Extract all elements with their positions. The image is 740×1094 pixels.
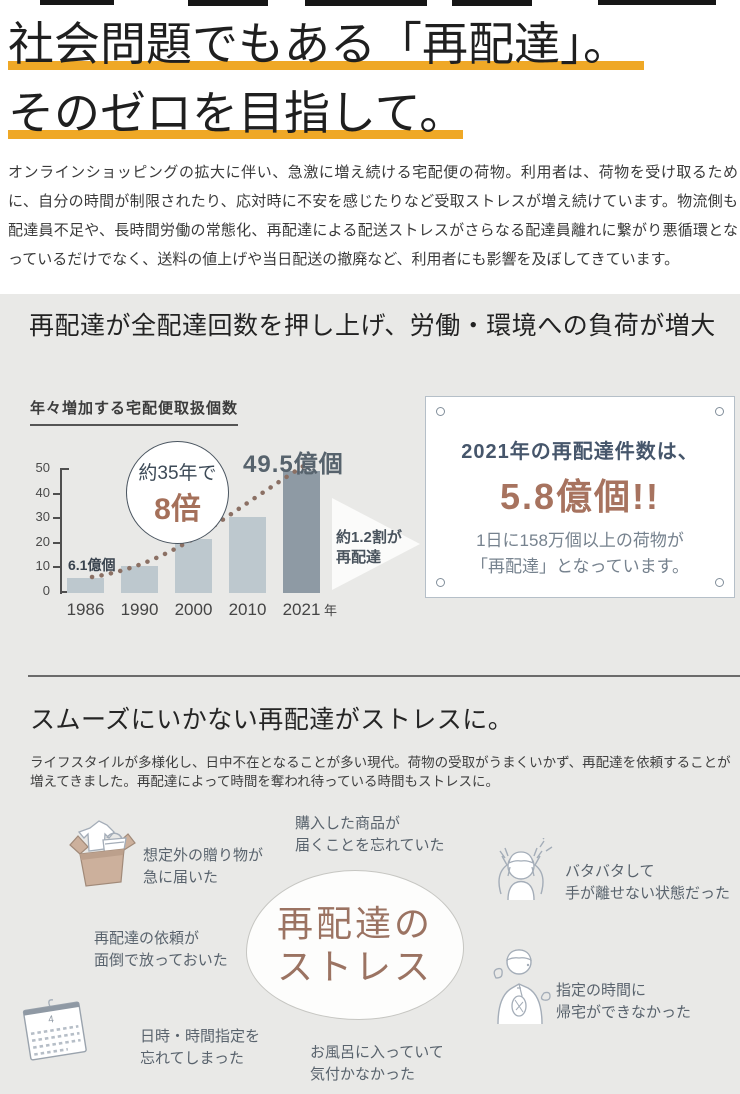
chart-bar-group: 2000 (175, 470, 212, 619)
cutoff-text-fragment (40, 0, 114, 5)
y-axis-tick-label: 20 (35, 533, 50, 549)
section-divider (28, 675, 740, 677)
x-axis-label: 2021 (282, 600, 321, 619)
calendar-icon: 4 (22, 999, 87, 1061)
x-axis-label: 2000 (174, 600, 213, 619)
last-bar-value-label: 49.5億個 (243, 451, 344, 478)
x-axis-label: 1990 (120, 600, 159, 619)
chart-bar-group: 2010 (229, 470, 266, 619)
first-bar-value-label: 6.1億個 (68, 557, 116, 573)
stress-item-line: バタバタして (565, 863, 655, 880)
card-desc-line2: 「再配達」となっています。 (471, 557, 689, 576)
chart-bar (229, 517, 266, 593)
stress-item-line: 想定外の贈り物が (143, 847, 264, 864)
trend-dotted-line (89, 462, 308, 580)
stress-item-line: 届くことを忘れていた (295, 837, 445, 854)
stress-item-label: バタバタして 手が離せない状態だった (565, 861, 730, 905)
chart-axis-line (60, 468, 62, 594)
y-axis-tick-mark (53, 541, 60, 544)
stress-item-label: 想定外の贈り物が 急に届いた (143, 845, 263, 889)
stress-item-line: 再配達の依頼が (94, 930, 200, 947)
growth-badge-label: 約35年で (138, 462, 217, 484)
chart-bar-group: 1990 (121, 470, 158, 619)
stress-item-line: 指定の時間に (556, 982, 647, 999)
stress-item-line: 購入した商品が (295, 815, 401, 832)
card-big-number: 5.8億個!! (499, 476, 661, 517)
stress-item-line: 気付かなかった (310, 1066, 416, 1083)
x-axis-unit-label: 年 (324, 603, 338, 618)
stress-item-line: 手が離せない状態だった (565, 885, 731, 902)
hero-title-line2: そのゼロを目指して。 (8, 87, 466, 139)
stress-item-line: 急に届いた (143, 869, 219, 886)
y-axis-tick-mark (53, 492, 60, 495)
chart-bar (67, 578, 104, 593)
stress-item-label: 日時・時間指定を 忘れてしまった (140, 1026, 260, 1070)
y-axis-tick-mark (53, 517, 60, 520)
stress-bubble-line1: 再配達の (276, 903, 433, 944)
y-axis-tick-mark (62, 468, 69, 470)
redelivery-share-line2: 再配達 (336, 549, 382, 566)
corner-pin-icon (436, 578, 445, 587)
chart-bar (175, 539, 212, 593)
chart-bar (283, 471, 320, 593)
y-axis-tick-label: 40 (35, 484, 50, 500)
hero-title-line1: 社会問題でもある「再配達」。 (8, 18, 629, 70)
chart-bar (121, 566, 158, 593)
stress-item-label: 指定の時間に 帰宅ができなかった (556, 980, 691, 1024)
y-axis-tick-label: 0 (42, 583, 50, 598)
bowing-person-icon (493, 949, 551, 1024)
stress-item-label: お風呂に入っていて 気付かなかった (310, 1042, 444, 1086)
y-axis-tick-label: 10 (35, 558, 50, 574)
chart-y-axis: 0 10 20 30 40 50 (28, 455, 69, 605)
gift-box-icon (69, 820, 136, 887)
panic-person-icon (498, 838, 553, 900)
x-axis-label: 1986 (66, 600, 105, 619)
y-axis-tick-mark (62, 591, 69, 593)
stress-item-line: お風呂に入っていて (310, 1044, 444, 1061)
stress-item-line: 面倒で放っておいた (94, 952, 228, 969)
chart-title: 年々増加する宅配便取扱個数 (30, 397, 239, 426)
section1-heading: 再配達が全配達回数を押し上げ、労働・環境への負荷が増大 (29, 312, 716, 340)
corner-pin-icon (715, 407, 724, 416)
stress-bubble: 再配達の ストレス (246, 870, 464, 1020)
y-axis-tick-label: 30 (35, 509, 50, 525)
section2-paragraph: ライフスタイルが多様化し、日中不在となることが多い現代。荷物の受取がうまくいかず… (30, 755, 731, 789)
y-axis-tick-label: 50 (35, 460, 50, 475)
card-title: 2021年の再配達件数は、 (461, 441, 699, 463)
cutoff-text-fragment (305, 0, 427, 6)
chart-bar-group: 1986 (67, 470, 104, 619)
redelivery-count-card: 2021年の再配達件数は、 5.8億個!! 1日に158万個以上の荷物が 「再配… (425, 396, 735, 598)
corner-pin-icon (715, 578, 724, 587)
intro-paragraph: オンラインショッピングの拡大に伴い、急激に増え続ける宅配便の荷物。利用者は、荷物… (8, 164, 738, 268)
stress-item-line: 帰宅ができなかった (556, 1004, 692, 1021)
stress-item-line: 日時・時間指定を (140, 1028, 261, 1045)
cutoff-text-fragment (598, 0, 716, 5)
chart-bars: 1986 1990 2000 2010 2021 (67, 470, 320, 619)
calendar-month-label: 4 (47, 1014, 55, 1026)
stress-item-label: 再配達の依頼が 面倒で放っておいた (94, 928, 228, 972)
growth-badge: 約35年で 8倍 (126, 441, 229, 544)
card-desc-line1: 1日に158万個以上の荷物が (476, 531, 684, 550)
chart-bar-group: 2021 (283, 470, 320, 619)
stress-item-line: 忘れてしまった (140, 1050, 244, 1067)
growth-badge-value: 8倍 (154, 492, 201, 526)
redelivery-share-label: 約1.2割が 再配達 (336, 528, 402, 568)
section2-heading: スムーズにいかない再配達がストレスに。 (30, 706, 514, 734)
stress-item-label: 購入した商品が 届くことを忘れていた (295, 813, 445, 857)
x-axis-label: 2010 (228, 600, 267, 619)
cutoff-text-fragment (452, 0, 532, 6)
hero-underline (8, 61, 644, 70)
redelivery-share-line1: 約1.2割が (336, 529, 402, 546)
corner-pin-icon (436, 407, 445, 416)
stress-bubble-line2: ストレス (276, 946, 433, 987)
y-axis-tick-mark (53, 566, 60, 569)
hero-underline (8, 130, 463, 139)
cutoff-text-fragment (188, 0, 268, 6)
